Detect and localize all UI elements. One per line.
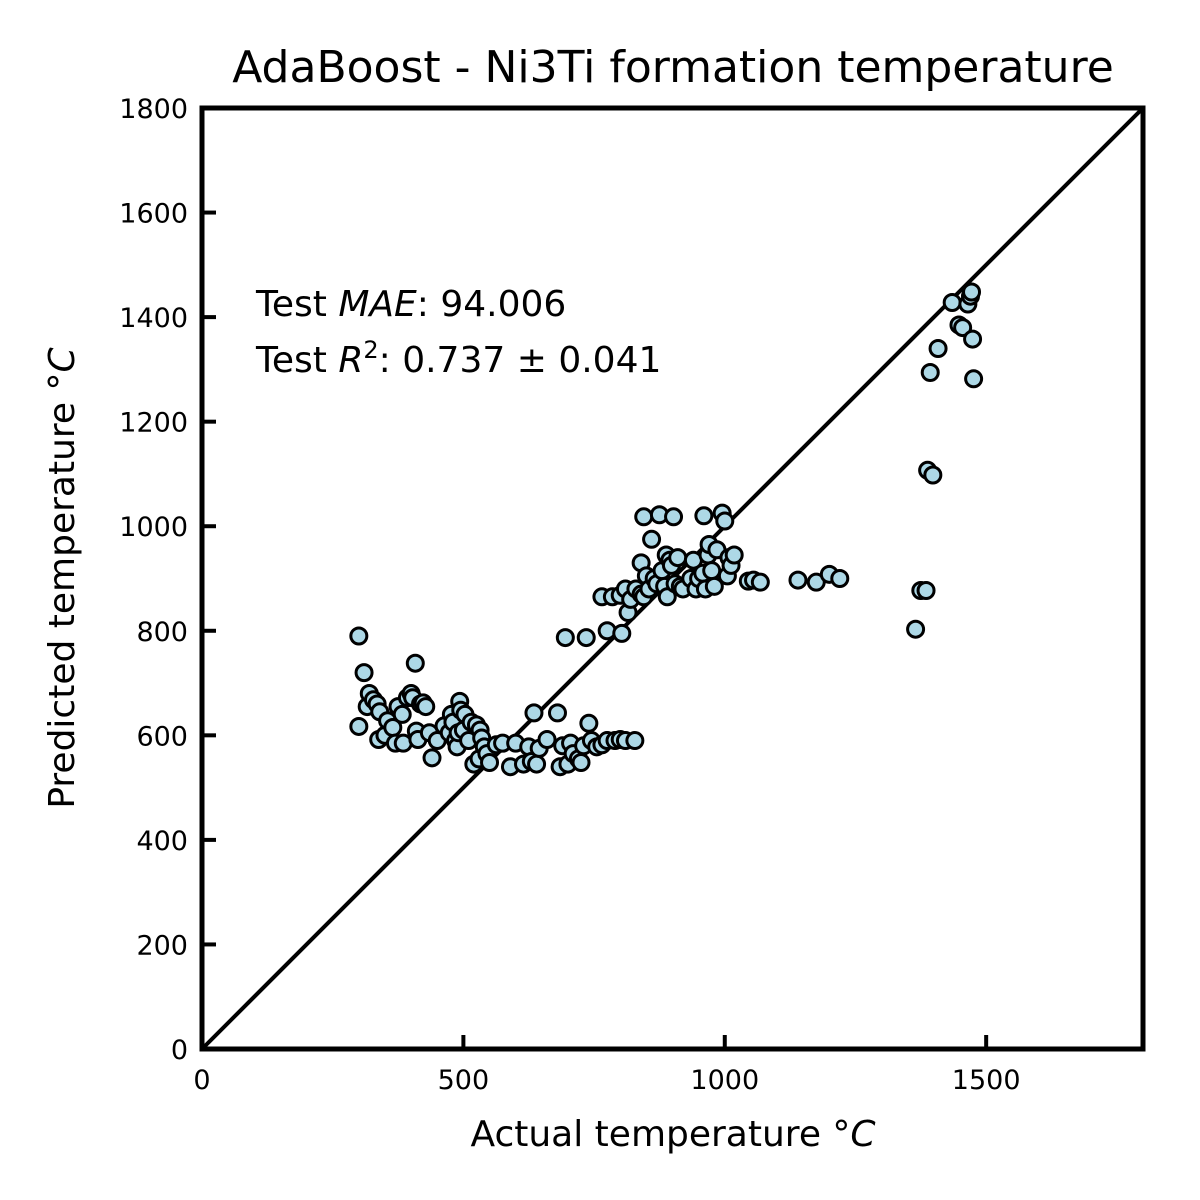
y-tick-label: 0 xyxy=(171,1035,188,1066)
data-point xyxy=(750,572,770,592)
data-points-group xyxy=(349,282,984,777)
data-point xyxy=(953,318,973,338)
data-point xyxy=(416,697,436,717)
data-point xyxy=(349,716,369,736)
x-axis-label-text: Actual temperature ° xyxy=(470,1114,850,1155)
x-tick-label: 500 xyxy=(438,1065,490,1096)
x-tick-label: 0 xyxy=(193,1065,210,1096)
data-point xyxy=(702,561,722,581)
chart-title: AdaBoost - Ni3Ti formation temperature xyxy=(232,42,1114,93)
data-point xyxy=(634,507,654,527)
x-tick-label: 1000 xyxy=(690,1065,759,1096)
data-point xyxy=(788,570,808,590)
data-point xyxy=(668,548,688,568)
mae-var: MAE xyxy=(338,284,417,325)
plot-frame xyxy=(199,105,1146,1052)
data-point xyxy=(923,465,943,485)
data-point xyxy=(405,653,425,673)
data-point xyxy=(694,506,714,526)
data-point xyxy=(625,731,645,751)
data-point xyxy=(928,338,948,358)
data-point xyxy=(920,363,940,383)
data-point xyxy=(576,628,596,648)
data-point xyxy=(422,748,442,768)
y-tick-label: 800 xyxy=(136,617,188,648)
data-point xyxy=(480,753,500,773)
data-point xyxy=(547,703,567,723)
data-point xyxy=(830,569,850,588)
data-point xyxy=(942,292,962,312)
x-axis-ticks: 0 500 1000 1500 xyxy=(193,1035,1021,1096)
data-point xyxy=(537,730,557,750)
y-tick-label: 600 xyxy=(136,721,188,752)
r2-var: R xyxy=(338,340,363,381)
r2-sup: 2 xyxy=(363,336,378,364)
data-point xyxy=(354,663,374,683)
data-point xyxy=(349,626,369,646)
r2-annotation: Test R2: 0.737 ± 0.041 xyxy=(255,336,661,381)
data-point xyxy=(704,576,724,596)
data-point xyxy=(724,545,744,565)
y-tick-label: 1800 xyxy=(119,94,188,125)
r2-value: : 0.737 ± 0.041 xyxy=(379,340,662,381)
y-axis-label: Predicted temperature °C xyxy=(42,346,83,808)
mae-annotation: Test MAE: 94.006 xyxy=(255,284,566,325)
y-axis-label-unit: C xyxy=(42,346,83,372)
data-point xyxy=(964,369,984,389)
data-point xyxy=(524,703,544,723)
data-point xyxy=(392,704,412,724)
x-axis-label-unit: C xyxy=(850,1114,876,1155)
y-tick-label: 1600 xyxy=(119,199,188,230)
y-axis-ticks: 0 200 400 600 800 1000 1200 1400 1600 1800 xyxy=(119,94,216,1066)
data-point xyxy=(664,507,684,527)
data-point xyxy=(527,754,547,774)
r2-prefix: Test xyxy=(255,340,338,381)
y-tick-label: 1400 xyxy=(119,303,188,334)
mae-prefix: Test xyxy=(255,284,338,325)
y-tick-label: 1000 xyxy=(119,512,188,543)
mae-value: : 94.006 xyxy=(417,284,567,325)
data-point xyxy=(555,628,575,648)
y-tick-label: 200 xyxy=(136,930,188,961)
data-point xyxy=(906,619,926,639)
data-point xyxy=(962,282,982,302)
x-axis-label: Actual temperature °C xyxy=(470,1114,876,1155)
data-point xyxy=(715,511,735,531)
x-tick-label: 1500 xyxy=(952,1065,1021,1096)
y-axis-label-text: Predicted temperature ° xyxy=(42,372,83,808)
y-tick-label: 400 xyxy=(136,826,188,857)
y-tick-label: 1200 xyxy=(119,408,188,439)
data-point xyxy=(571,753,591,773)
data-point xyxy=(916,581,936,601)
data-point xyxy=(612,623,632,643)
data-point xyxy=(963,329,983,349)
data-point xyxy=(579,713,599,733)
data-point xyxy=(642,529,662,549)
